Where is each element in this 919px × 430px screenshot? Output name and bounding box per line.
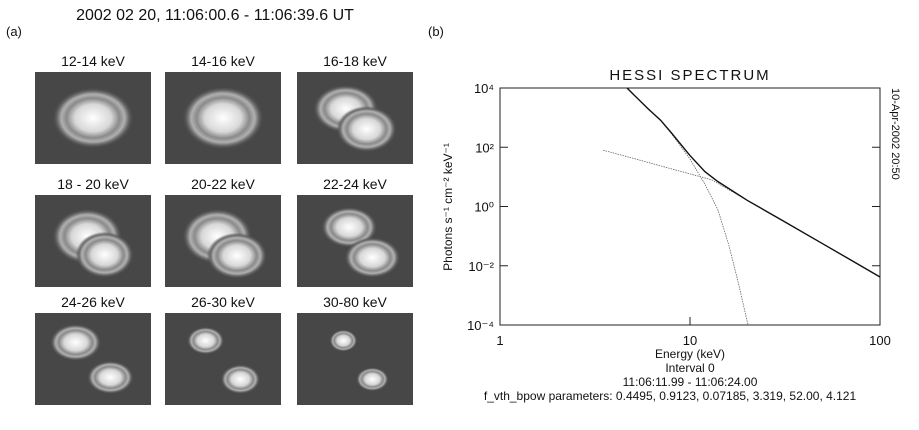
panel-label: (b): [428, 24, 444, 39]
tile-source: [52, 87, 134, 149]
tile-source: [220, 364, 261, 394]
tile-label: 24-26 keV: [61, 294, 125, 310]
tile-image: [297, 313, 413, 405]
tile-source: [321, 206, 378, 248]
tile-source: [329, 329, 358, 352]
y-tick-label: 10⁴: [474, 81, 494, 96]
tile-source: [187, 326, 225, 355]
x-tick-label: 100: [869, 333, 891, 348]
tile-label: 30-80 keV: [323, 294, 387, 310]
figure-title: 2002 02 20, 11:06:00.6 - 11:06:39.6 UT: [76, 7, 354, 24]
y-tick-label: 10⁻²: [468, 259, 494, 274]
tile-label: 14-16 keV: [191, 53, 255, 69]
tile-source: [206, 232, 268, 279]
note: Interval 0: [665, 361, 715, 375]
y-tick-label: 10⁻⁴: [467, 318, 494, 333]
tile-label: 20-22 keV: [191, 176, 255, 192]
panel-label: (a): [6, 24, 22, 39]
tile-label: 18 - 20 keV: [57, 176, 129, 192]
series-line: [602, 149, 881, 278]
tile-label: 26-30 keV: [191, 294, 255, 310]
y-axis-label: Photons s⁻¹ cm⁻² keV⁻¹: [441, 143, 455, 271]
tile-label: 16-18 keV: [323, 53, 387, 69]
spectrum-chart: HESSI SPECTRUM Photons s⁻¹ cm⁻² keV⁻¹ 10…: [441, 67, 901, 403]
tile-source: [336, 106, 397, 153]
y-tick-label: 10²: [475, 140, 494, 155]
x-axis-label: Energy (keV): [655, 347, 725, 361]
tile-image: [165, 313, 281, 405]
y-tick-label: 10⁰: [474, 200, 494, 215]
tile-source: [344, 237, 401, 278]
tile-image: [35, 313, 151, 405]
tile-source: [50, 324, 102, 361]
chart-title: HESSI SPECTRUM: [609, 67, 770, 84]
tile-source: [356, 367, 389, 392]
note: 11:06:11.99 - 11:06:24.00: [623, 375, 758, 389]
x-tick-label: 1: [496, 333, 503, 348]
plot-frame: [499, 87, 881, 326]
note: f_vth_bpow parameters: 0.4495, 0.9123, 0…: [484, 389, 857, 403]
tile-source: [87, 360, 134, 394]
tile-label: 12-14 keV: [61, 53, 125, 69]
tile-source: [75, 231, 134, 278]
image-grid: 12-14 keV 14-16 keV 16-18 keV 18 - 20 keV 20…: [35, 53, 413, 405]
tile-source: [182, 86, 264, 150]
tile-label: 22-24 keV: [323, 176, 387, 192]
x-tick-label: 10: [683, 333, 697, 348]
side-label: 10-Apr-2002 20:50: [889, 88, 901, 180]
series-line: [626, 87, 881, 278]
series-line: [626, 87, 749, 326]
